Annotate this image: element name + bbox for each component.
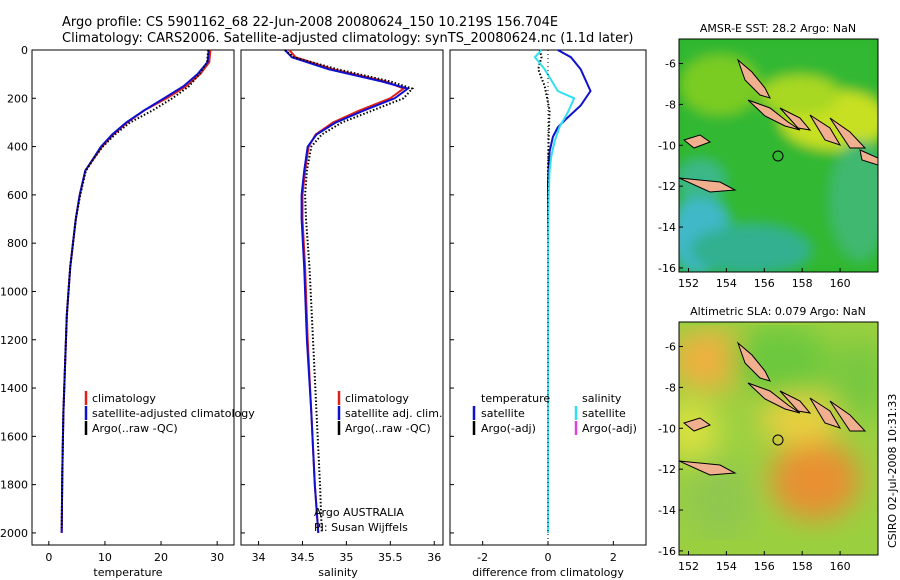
series-line-temperature-satellite [547,49,592,533]
x-tick-label: 35.5 [378,551,403,564]
map-y-tick-label: -8 [665,381,676,394]
x-tick-label: 36 [427,551,441,564]
sla-map [679,322,878,555]
depth-tick-label: 400 [7,141,28,154]
sst-map-title: AMSR-E SST: 28.2 Argo: NaN [700,22,856,35]
map-x-tick-label: 160 [830,560,851,573]
sla-map-title: Altimetric SLA: 0.079 Argo: NaN [690,305,866,318]
series-line-climatology [60,49,212,533]
legend-item-climatology: climatology [345,392,409,405]
map-y-tick-label: -14 [658,504,676,517]
legend-item-sal-argo: Argo(-adj) [582,422,637,435]
argo-location-marker [772,150,784,162]
argo-location-marker [772,434,784,446]
map-y-tick-label: -12 [658,180,676,193]
x-tick-label: 2 [610,551,617,564]
map-y-tick-label: -6 [665,341,676,354]
map-y-tick-label: -6 [665,58,676,71]
salinity-xlabel: salinity [318,566,358,579]
depth-tick-label: 1400 [0,382,28,395]
map-x-tick-label: 158 [792,277,813,290]
sst-map [679,39,878,272]
sst-map-axes: 152 154 156 158 160 -6 -8 -10 -12 -14 -16 [658,58,851,290]
depth-tick-label: 0 [21,44,28,57]
depth-tick-label: 1200 [0,334,28,347]
x-tick-label: 10 [98,551,112,564]
temperature-panel-frame [31,49,235,546]
map-x-tick-label: 156 [754,277,775,290]
map-y-tick-label: -8 [665,98,676,111]
salinity-panel-frame [240,49,444,546]
sla-map-axes: 152 154 156 158 160 -6 -8 -10 -12 -14 -16 [658,341,851,573]
series-line-climatology [288,49,406,533]
legend-item-argo: Argo(..raw -QC) [345,422,431,435]
map-y-tick-label: -16 [658,545,676,558]
depth-axis: 0 200 400 600 800 1000 1200 1400 1600 1800 2000 [0,44,454,540]
sst-map-frame [678,38,879,273]
x-tick-label: 0 [545,551,552,564]
legend-item-satellite-adjusted: satellite-adjusted climatology [92,407,255,420]
map-y-tick-label: -16 [658,262,676,275]
x-tick-label: 35 [339,551,353,564]
depth-tick-label: 1600 [0,430,28,443]
map-y-tick-label: -10 [658,139,676,152]
legend-item-climatology: climatology [92,392,156,405]
depth-tick-label: 800 [7,237,28,250]
legend-item-argo: Argo(..raw -QC) [92,422,178,435]
series-line-satellite-adj-clim- [284,49,411,533]
temperature-plot: 0 10 20 30 [45,49,224,564]
map-x-tick-label: 156 [754,560,775,573]
map-x-tick-label: 152 [678,560,699,573]
map-x-tick-label: 160 [830,277,851,290]
map-y-tick-label: -10 [658,422,676,435]
x-tick-label: 34.5 [290,551,315,564]
x-tick-label: 0 [45,551,52,564]
legend-item-temp-satellite: satellite [481,407,525,420]
csiro-timestamp: CSIRO 02-Jul-2008 10:31:33 [886,394,899,548]
map-x-tick-label: 154 [716,560,737,573]
series-line-argo-raw-qc- [60,49,210,529]
depth-tick-label: 1800 [0,479,28,492]
salinity-plot: 34 34.5 35 35.5 36 [252,49,441,564]
series-line-satellite-adjusted-climatology [60,49,210,533]
depth-tick-label: 1000 [0,285,28,298]
argo-program-label: Argo AUSTRALIA [314,506,404,519]
difference-legend-sal-header: salinity [582,392,622,405]
sla-map-frame [678,321,879,556]
map-x-tick-label: 154 [716,277,737,290]
x-tick-label: 20 [154,551,168,564]
difference-xlabel: difference from climatology [472,566,624,579]
legend-item-sal-satellite: satellite [582,407,626,420]
map-x-tick-label: 158 [792,560,813,573]
x-tick-label: 30 [210,551,224,564]
series-line-argo-raw-qc- [284,49,415,533]
temperature-legend: climatology satellite-adjusted climatolo… [84,391,255,435]
map-y-tick-label: -14 [658,221,676,234]
legend-item-temp-argo: Argo(-adj) [481,422,536,435]
depth-tick-label: 200 [7,92,28,105]
map-x-tick-label: 152 [678,277,699,290]
x-tick-label: 34 [252,551,266,564]
difference-legend: temperature satellite Argo(-adj) salinit… [472,392,637,435]
difference-legend-temp-header: temperature [481,392,550,405]
map-y-tick-label: -12 [658,463,676,476]
depth-tick-label: 600 [7,189,28,202]
legend-item-satellite-adj: satellite adj. clim. [345,407,442,420]
depth-tick-label: 2000 [0,527,28,540]
x-tick-label: -2 [477,551,488,564]
salinity-legend: climatology satellite adj. clim. Argo(..… [337,391,442,435]
temperature-xlabel: temperature [93,566,162,579]
figure-title-line2: Climatology: CARS2006. Satellite-adjuste… [62,31,634,46]
argo-pi-label: PI: Susan Wijffels [314,521,408,534]
series-line-salinity-satellite [533,49,576,533]
difference-plot: -2 0 2 [477,49,617,564]
figure-title-line1: Argo profile: CS 5901162_68 22-Jun-2008 … [62,15,558,30]
